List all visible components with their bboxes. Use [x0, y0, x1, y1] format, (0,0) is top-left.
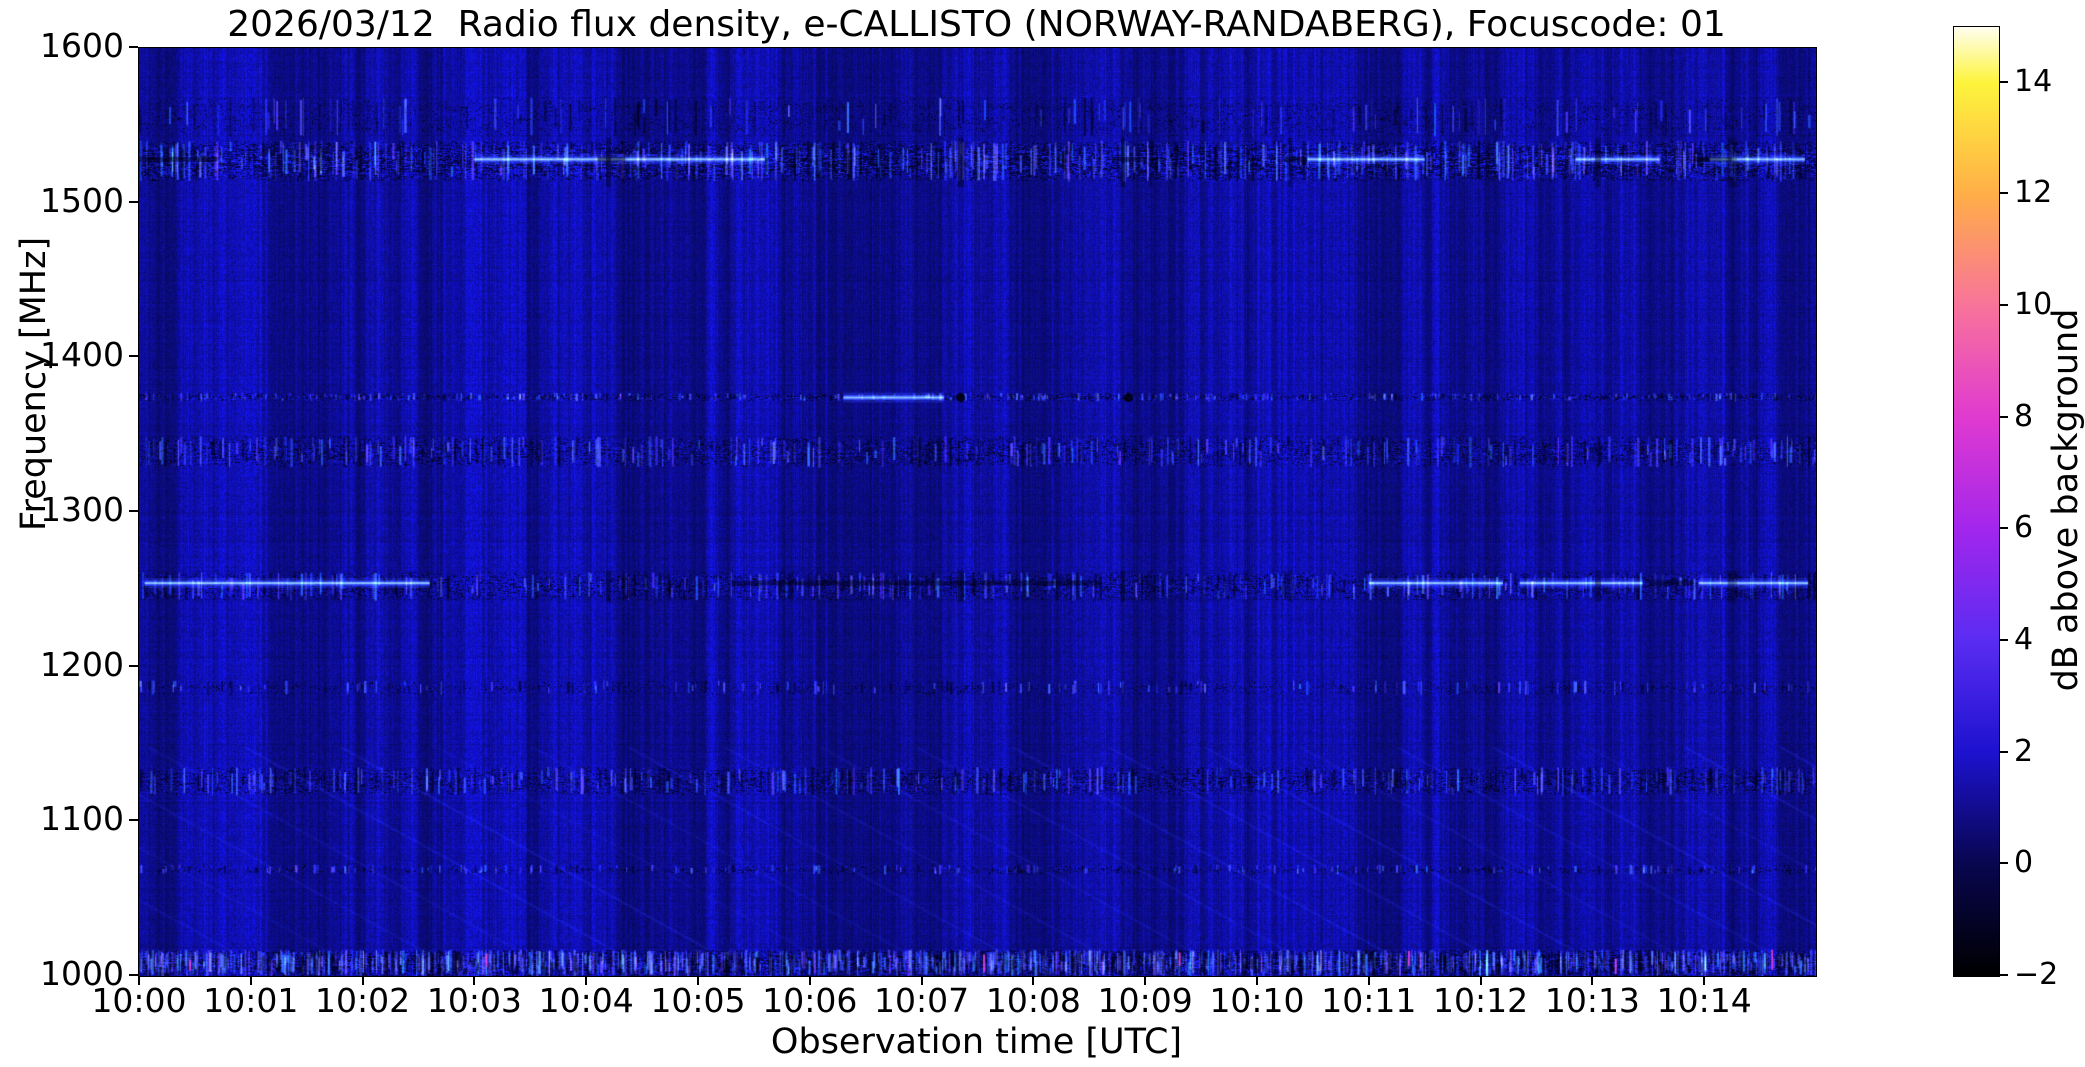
plot-area	[138, 47, 1817, 977]
x-tick-label: 10:05	[650, 981, 746, 1020]
colorbar-tick-label: 6	[2014, 510, 2034, 546]
x-tick-label: 10:13	[1544, 981, 1640, 1020]
x-tick-mark	[1256, 976, 1258, 985]
y-tick-mark	[129, 974, 138, 976]
colorbar-tick-mark	[1999, 415, 2008, 418]
x-tick-label: 10:14	[1656, 981, 1752, 1020]
x-tick-label: 10:01	[203, 981, 299, 1020]
x-tick-mark	[697, 976, 699, 985]
x-tick-mark	[1144, 976, 1147, 985]
x-tick-mark	[1367, 976, 1370, 985]
y-tick-label: 1500	[40, 180, 124, 220]
x-tick-label: 10:09	[1097, 981, 1193, 1020]
y-tick-label: 1300	[40, 489, 124, 529]
colorbar-tick-label: 2	[2014, 733, 2034, 769]
colorbar-tick-label: 4	[2014, 621, 2034, 657]
y-tick-mark	[129, 200, 138, 203]
colorbar-tick-label: 8	[2014, 398, 2034, 434]
y-tick-label: 1000	[40, 953, 124, 993]
x-tick-mark	[1479, 976, 1482, 985]
colorbar-tick-mark	[1999, 750, 2008, 753]
colorbar-tick-label: 12	[2014, 175, 2053, 211]
x-tick-label: 10:12	[1433, 981, 1529, 1020]
x-tick-mark	[585, 976, 588, 985]
colorbar-tick-label: 10	[2014, 286, 2053, 322]
colorbar-tick-label: −2	[2014, 956, 2059, 992]
x-tick-mark	[1591, 976, 1594, 985]
x-tick-label: 10:07	[874, 981, 970, 1020]
x-tick-mark	[1703, 976, 1706, 985]
y-tick-label: 1600	[40, 25, 124, 65]
x-tick-mark	[249, 976, 252, 985]
x-tick-label: 10:03	[426, 981, 522, 1020]
x-tick-mark	[1032, 976, 1035, 985]
colorbar-tick-mark	[1999, 639, 2008, 642]
colorbar-tick-mark	[1999, 80, 2008, 83]
colorbar	[1953, 26, 2000, 977]
y-tick-mark	[129, 46, 138, 48]
x-tick-mark	[473, 976, 476, 985]
y-tick-mark	[129, 664, 138, 667]
x-tick-label: 10:00	[91, 981, 187, 1020]
colorbar-tick-label: 0	[2014, 845, 2034, 881]
x-tick-label: 10:08	[985, 981, 1081, 1020]
x-tick-label: 10:04	[538, 981, 634, 1020]
colorbar-tick-mark	[1999, 192, 2008, 195]
y-tick-label: 1400	[40, 335, 124, 375]
x-tick-label: 10:10	[1209, 981, 1305, 1020]
x-axis-label: Observation time [UTC]	[770, 1022, 1183, 1062]
colorbar-tick-label: 14	[2014, 63, 2053, 99]
y-tick-label: 1100	[40, 799, 124, 839]
colorbar-tick-mark	[1999, 527, 2008, 530]
x-tick-mark	[361, 976, 364, 985]
y-tick-mark	[129, 510, 138, 512]
spectrogram-canvas	[139, 48, 1816, 976]
x-tick-mark	[808, 976, 811, 985]
x-tick-label: 10:11	[1321, 981, 1417, 1020]
x-tick-label: 10:06	[762, 981, 858, 1020]
x-tick-mark	[138, 976, 140, 985]
x-tick-label: 10:02	[315, 981, 411, 1020]
y-tick-mark	[129, 355, 138, 358]
colorbar-tick-mark	[1999, 304, 2008, 307]
colorbar-tick-mark	[1999, 862, 2008, 865]
y-tick-mark	[129, 819, 138, 822]
y-tick-label: 1200	[40, 644, 124, 684]
colorbar-tick-mark	[1999, 974, 2008, 976]
x-tick-mark	[920, 976, 923, 985]
figure-title: 2026/03/12 Radio flux density, e-CALLIST…	[227, 4, 1726, 45]
